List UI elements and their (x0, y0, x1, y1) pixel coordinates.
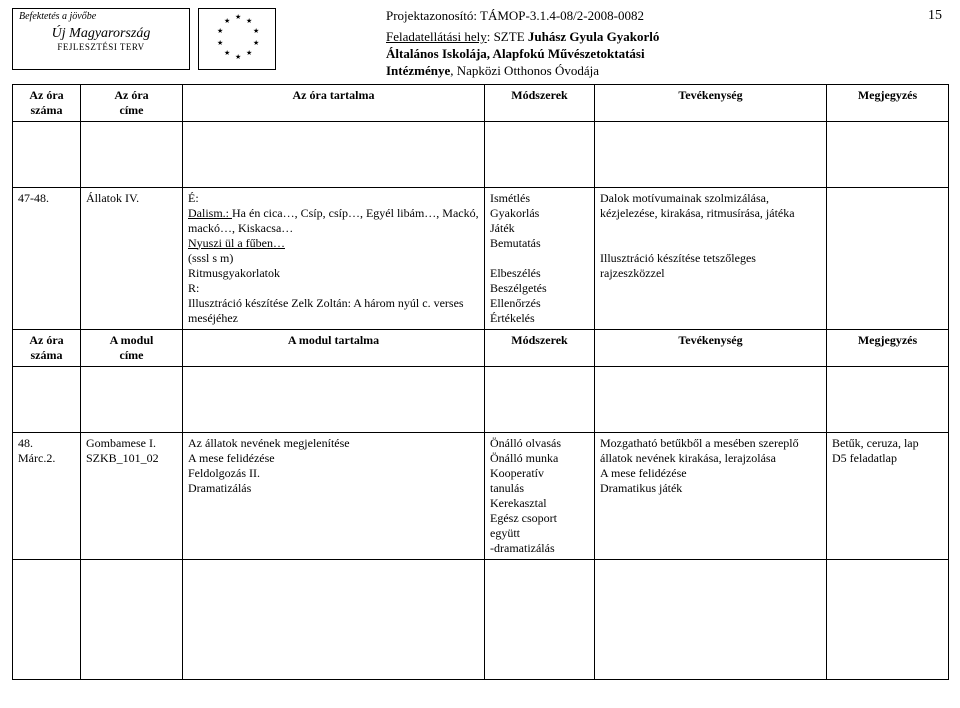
table-header-row-2: Az óraszáma A modulcíme A modul tartalma… (13, 329, 949, 366)
logo-top-text: Befektetés a jövőbe (19, 11, 96, 22)
th-methods: Módszerek (485, 84, 595, 121)
cell-title: Gombamese I. SZKB_101_02 (81, 432, 183, 559)
project-id: TÁMOP-3.1.4-08/2-2008-0082 (480, 8, 644, 23)
cell-number: 47-48. (13, 187, 81, 329)
header-row: Befektetés a jövőbe Új Magyarország FEJL… (12, 8, 948, 80)
eu-logo-box: ★ ★ ★ ★ ★ ★ ★ ★ ★ ★ (198, 8, 276, 70)
logo-main-line1: Új Magyarország (52, 26, 151, 42)
lesson-table: Az óraszáma Az óracíme Az óra tartalma M… (12, 84, 949, 680)
place-line-3b: , Napközi Otthonos Óvodája (450, 63, 599, 78)
cell-content: É: Dalism.: Ha én cica…, Csíp, csíp…, Eg… (183, 187, 485, 329)
place-line-3a: Intézménye (386, 63, 450, 78)
project-id-line: Projektazonosító: TÁMOP-3.1.4-08/2-2008-… (386, 8, 948, 25)
place-line-1: Feladatellátási hely: SZTE Juhász Gyula … (386, 29, 948, 46)
th-notes: Megjegyzés (827, 84, 949, 121)
cell-notes: Betűk, ceruza, lap D5 feladatlap (827, 432, 949, 559)
th-activity: Tevékenység (595, 84, 827, 121)
logo-uj-magyarorszag: Befektetés a jövőbe Új Magyarország FEJL… (12, 8, 190, 70)
cell-number: 48. Márc.2. (13, 432, 81, 559)
th-activity-2: Tevékenység (595, 329, 827, 366)
cell-activity: Dalok motívumainak szolmizálása, kézjele… (595, 187, 827, 329)
cell-title: Állatok IV. (81, 187, 183, 329)
table-header-row-1: Az óraszáma Az óracíme Az óra tartalma M… (13, 84, 949, 121)
th-lesson-content: Az óra tartalma (183, 84, 485, 121)
table-row: 47-48. Állatok IV. É: Dalism.: Ha én cic… (13, 187, 949, 329)
header-text-block: Projektazonosító: TÁMOP-3.1.4-08/2-2008-… (276, 8, 948, 80)
project-label: Projektazonosító: (386, 8, 480, 23)
blank-row-1 (13, 121, 949, 187)
place-line-2: Általános Iskolája, Alapfokú Művészetokt… (386, 46, 948, 63)
th-notes-2: Megjegyzés (827, 329, 949, 366)
place-bold-1: Juhász Gyula Gyakorló (528, 29, 659, 44)
logo-main-line2: FEJLESZTÉSI TERV (57, 42, 144, 52)
th-module-title: A modulcíme (81, 329, 183, 366)
table-row: 48. Márc.2. Gombamese I. SZKB_101_02 Az … (13, 432, 949, 559)
eu-stars-icon: ★ ★ ★ ★ ★ ★ ★ ★ ★ ★ (213, 15, 261, 63)
cell-activity: Mozgatható betűkből a mesében szereplő á… (595, 432, 827, 559)
page-number: 15 (928, 8, 942, 24)
th-lesson-number-2: Az óraszáma (13, 329, 81, 366)
place-prefix: : SZTE (487, 29, 528, 44)
cell-notes (827, 187, 949, 329)
cell-content: Az állatok nevének megjelenítése A mese … (183, 432, 485, 559)
th-lesson-title: Az óracíme (81, 84, 183, 121)
cell-methods: Önálló olvasás Önálló munka Kooperatív t… (485, 432, 595, 559)
th-module-content: A modul tartalma (183, 329, 485, 366)
place-line-3: Intézménye, Napközi Otthonos Óvodája (386, 63, 948, 80)
blank-row-3 (13, 559, 949, 679)
blank-row-2 (13, 366, 949, 432)
th-lesson-number: Az óraszáma (13, 84, 81, 121)
cell-methods: Ismétlés Gyakorlás Játék Bemutatás Elbes… (485, 187, 595, 329)
th-methods-2: Módszerek (485, 329, 595, 366)
place-label: Feladatellátási hely (386, 29, 487, 44)
